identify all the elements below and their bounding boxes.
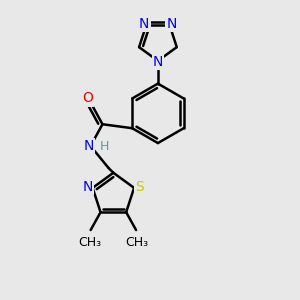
Text: CH₃: CH₃: [78, 236, 101, 249]
Text: S: S: [135, 180, 143, 194]
Text: N: N: [153, 55, 163, 69]
Text: CH₃: CH₃: [125, 236, 148, 249]
Text: H: H: [100, 140, 109, 152]
Text: N: N: [167, 17, 177, 31]
Text: O: O: [82, 92, 93, 106]
Text: N: N: [83, 139, 94, 153]
Text: N: N: [139, 17, 149, 31]
Text: N: N: [82, 180, 93, 194]
